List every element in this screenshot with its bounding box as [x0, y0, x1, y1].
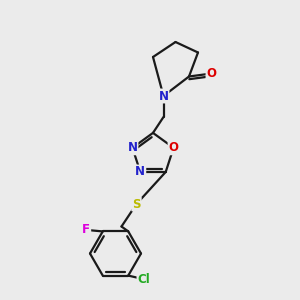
Text: S: S	[132, 197, 141, 211]
Text: N: N	[128, 141, 137, 154]
Text: N: N	[135, 166, 145, 178]
Text: Cl: Cl	[137, 273, 150, 286]
Text: F: F	[82, 224, 90, 236]
Text: N: N	[158, 89, 169, 103]
Text: O: O	[169, 141, 178, 154]
Text: O: O	[206, 67, 217, 80]
